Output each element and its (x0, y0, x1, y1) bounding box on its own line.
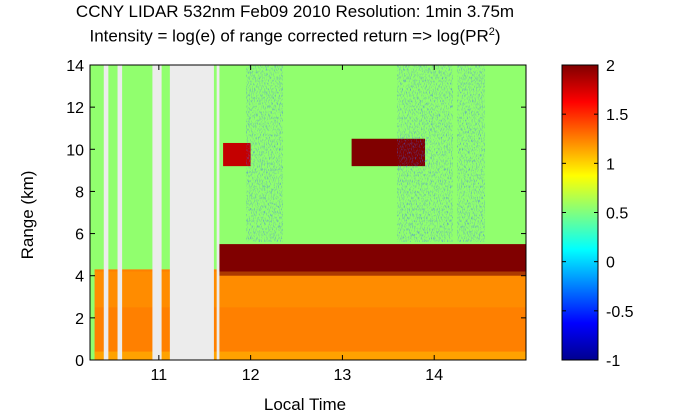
y-tick-label: 6 (75, 227, 84, 244)
axes: 11 12 13 14 0 2 4 6 8 10 12 14 (66, 58, 527, 384)
missing-data-gap (169, 65, 214, 360)
y-tick-label: 14 (66, 58, 84, 75)
chart-subtitle: Intensity = log(e) of range corrected re… (0, 26, 590, 47)
x-tick-label: 14 (425, 367, 443, 384)
x-tick-label: 13 (334, 367, 352, 384)
heatmap-sublayer (94, 271, 526, 308)
y-tick-label: 8 (75, 184, 84, 201)
heatmap-layer (223, 142, 251, 167)
y-tick-label: 2 (75, 311, 84, 328)
noise-column (397, 65, 453, 242)
y-tick-label: 12 (66, 100, 84, 117)
colorbar-tick-label: 2 (606, 58, 615, 75)
heatmap-layer (218, 244, 526, 276)
noise-column (457, 65, 485, 242)
y-tick-label: 4 (75, 269, 84, 286)
x-axis-label: Local Time (263, 395, 347, 414)
missing-data-gap (216, 65, 220, 360)
colorbar-tick-label: 0 (606, 255, 615, 272)
colorbar-gradient (561, 64, 599, 361)
colorbar-tick-label: 0.5 (606, 206, 628, 223)
heatmap-layer (94, 269, 526, 354)
subtitle-text: Intensity = log(e) of range corrected re… (89, 26, 489, 46)
plot-frame (89, 64, 527, 361)
missing-data-gap (117, 65, 123, 360)
noise-column (246, 65, 283, 242)
missing-data-gap (152, 65, 162, 360)
y-tick-label: 0 (75, 353, 84, 370)
chart-title: CCNY LIDAR 532nm Feb09 2010 Resolution: … (75, 2, 515, 21)
subtitle-superscript: 2 (488, 26, 495, 38)
x-tick-label: 12 (242, 367, 260, 384)
heatmap-area (90, 65, 526, 360)
colorbar-tick-label: 1.5 (606, 107, 628, 124)
colorbar-tick-label: -0.5 (606, 304, 634, 321)
colorbar-tick-label: -1 (606, 353, 620, 370)
colorbar: 2 1.5 1 0.5 0 -0.5 -1 (561, 58, 634, 370)
subtitle-suffix: ) (494, 26, 501, 46)
heatmap-layer (94, 351, 526, 360)
missing-data-gap (103, 65, 109, 360)
colorbar-tick-label: 1 (606, 156, 615, 173)
y-tick-label: 10 (66, 142, 84, 159)
x-tick-label: 11 (151, 367, 168, 384)
